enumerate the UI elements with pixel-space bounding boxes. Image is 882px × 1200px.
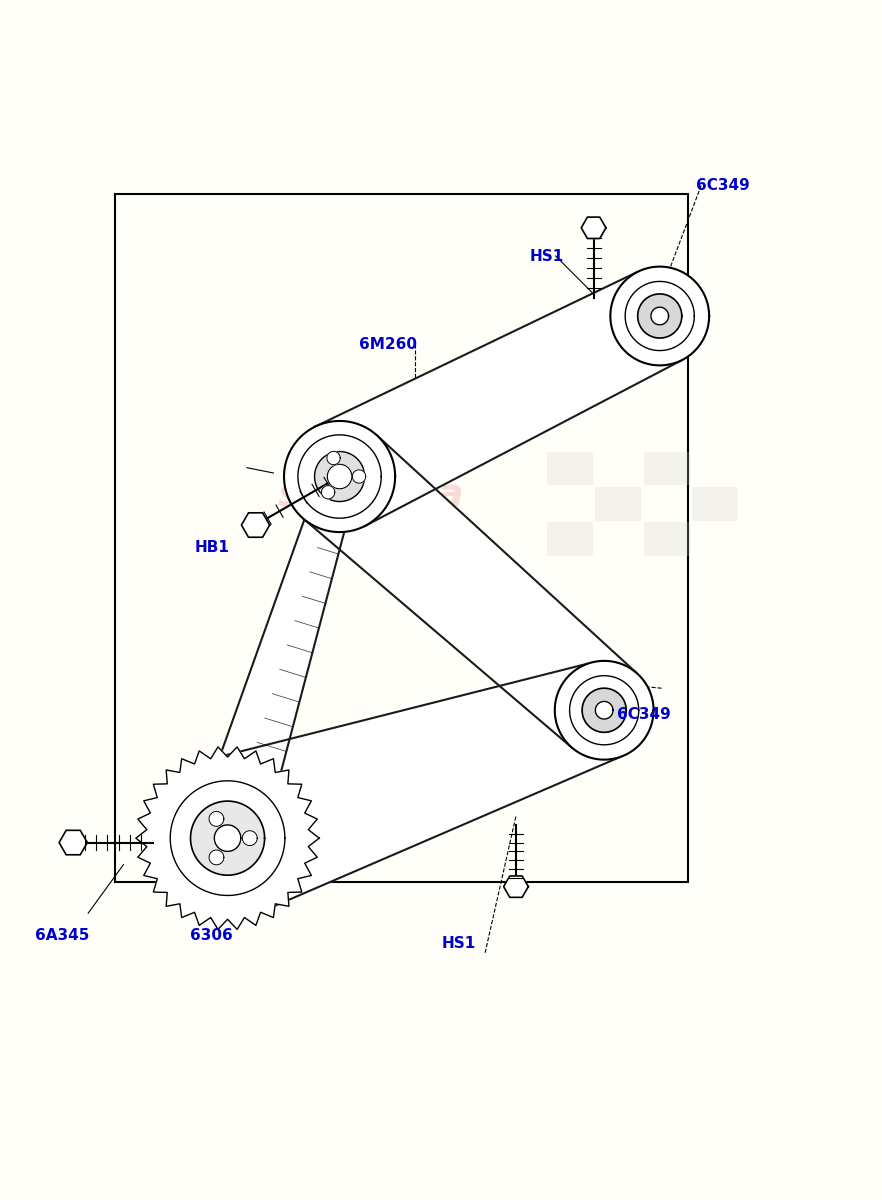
- FancyBboxPatch shape: [692, 487, 738, 521]
- FancyBboxPatch shape: [595, 487, 641, 521]
- Text: 6A345: 6A345: [34, 928, 89, 943]
- Polygon shape: [220, 421, 371, 776]
- Polygon shape: [327, 451, 340, 464]
- Polygon shape: [209, 811, 224, 827]
- Polygon shape: [555, 661, 654, 760]
- Polygon shape: [327, 464, 352, 488]
- Polygon shape: [243, 830, 258, 846]
- Polygon shape: [209, 850, 224, 865]
- Polygon shape: [136, 746, 319, 929]
- FancyBboxPatch shape: [547, 522, 593, 556]
- Polygon shape: [352, 470, 366, 484]
- Text: 6306: 6306: [191, 928, 233, 943]
- Text: car  parts: car parts: [328, 538, 448, 557]
- Polygon shape: [315, 451, 364, 502]
- Text: HB1: HB1: [194, 540, 229, 554]
- Polygon shape: [315, 272, 682, 526]
- Text: HS1: HS1: [442, 936, 475, 952]
- Polygon shape: [595, 702, 613, 719]
- Polygon shape: [59, 830, 87, 854]
- FancyBboxPatch shape: [547, 452, 593, 485]
- Polygon shape: [303, 434, 637, 748]
- Polygon shape: [191, 802, 265, 875]
- Polygon shape: [201, 664, 620, 914]
- Polygon shape: [610, 266, 709, 365]
- Polygon shape: [651, 307, 669, 325]
- Polygon shape: [214, 824, 241, 851]
- Polygon shape: [581, 217, 606, 239]
- Polygon shape: [321, 486, 335, 499]
- Text: HS1: HS1: [530, 248, 564, 264]
- Polygon shape: [582, 689, 626, 732]
- Text: 6M260: 6M260: [359, 337, 417, 352]
- Polygon shape: [638, 294, 682, 338]
- FancyBboxPatch shape: [644, 522, 690, 556]
- Polygon shape: [242, 512, 270, 538]
- Text: 6C349: 6C349: [617, 707, 670, 722]
- FancyBboxPatch shape: [644, 452, 690, 485]
- Polygon shape: [284, 421, 395, 532]
- Polygon shape: [504, 876, 528, 898]
- Text: 6C349: 6C349: [697, 178, 750, 193]
- Text: scudaria: scudaria: [277, 475, 464, 514]
